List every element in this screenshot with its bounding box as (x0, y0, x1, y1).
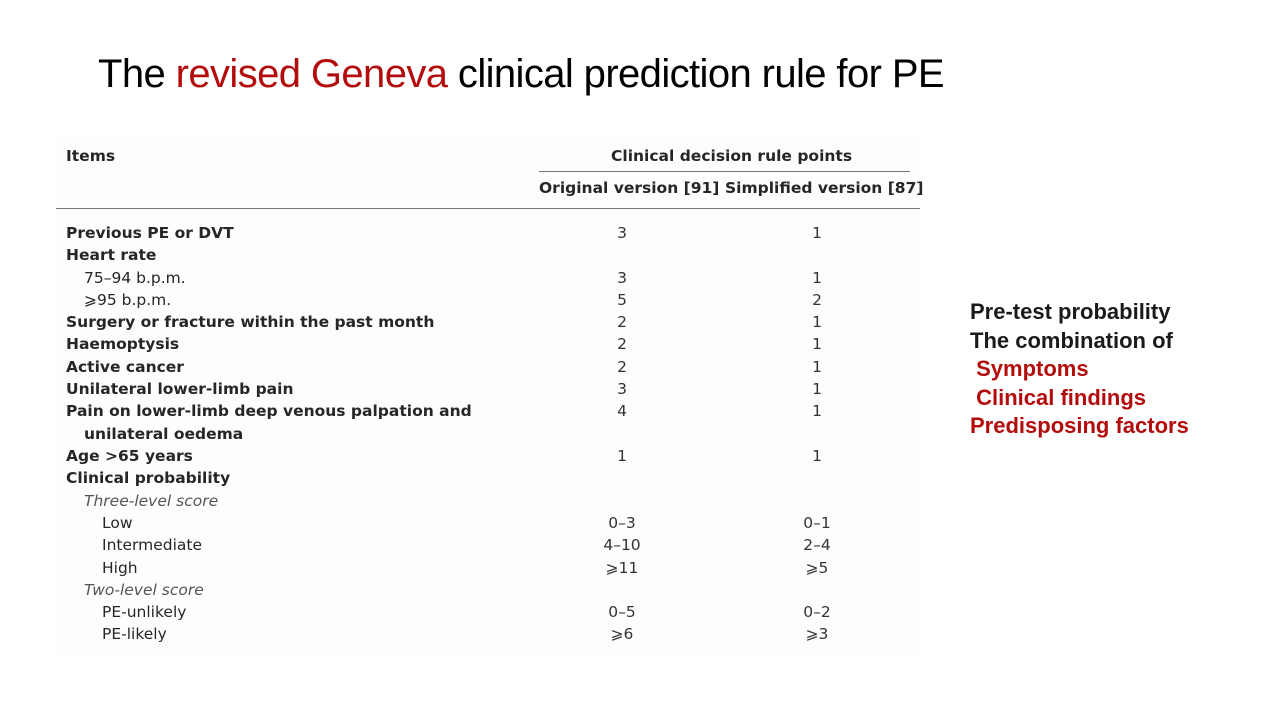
row-simplified-high: ⩾5 (805, 559, 829, 577)
row-label-heart-rate: Heart rate (66, 246, 157, 264)
row-label-clinical-probability: Clinical probability (66, 469, 231, 487)
row-simplified-hr-95: 2 (812, 291, 822, 309)
side-line-combination: The combination of (970, 327, 1173, 353)
side-line-predisposing: Predisposing factors (970, 413, 1189, 438)
row-simplified-low: 0–1 (803, 514, 831, 532)
row-simplified-age: 1 (812, 447, 822, 465)
row-original-limb-pain: 3 (617, 380, 627, 398)
row-simplified-limb-pain: 1 (812, 380, 822, 398)
side-line-pretest: Pre-test probability (970, 299, 1171, 324)
row-label-previous-pe: Previous PE or DVT (66, 224, 234, 242)
row-label-intermediate: Intermediate (102, 536, 203, 554)
slide-title: The revised Geneva clinical prediction r… (98, 48, 945, 100)
row-simplified-active-cancer: 1 (812, 358, 822, 376)
row-original-high: ⩾11 (605, 559, 639, 577)
header-original-version: Original version [91] (539, 179, 720, 197)
row-label-surgery: Surgery or fracture within the past mont… (66, 313, 435, 331)
row-original-surgery: 2 (617, 313, 627, 331)
title-prefix: The (98, 52, 176, 96)
row-original-intermediate: 4–10 (603, 536, 641, 554)
row-original-hr-95: 5 (617, 291, 627, 309)
row-label-two-level: Two-level score (84, 581, 204, 599)
row-label-haemoptysis: Haemoptysis (66, 335, 180, 353)
row-simplified-previous-pe: 1 (812, 224, 822, 242)
row-original-hr-75-94: 3 (617, 269, 627, 287)
row-label-low: Low (102, 514, 133, 532)
title-suffix: clinical prediction rule for PE (447, 52, 945, 96)
row-label-hr-95: ⩾95 b.p.m. (84, 291, 172, 309)
row-simplified-haemoptysis: 1 (812, 335, 822, 353)
row-label-hr-75-94: 75–94 b.p.m. (84, 269, 186, 287)
row-original-pe-likely: ⩾6 (610, 625, 634, 643)
row-original-previous-pe: 3 (617, 224, 627, 242)
row-simplified-intermediate: 2–4 (803, 536, 831, 554)
row-label-palpation: Pain on lower-limb deep venous palpation… (66, 402, 472, 420)
row-original-palpation: 4 (617, 402, 627, 420)
row-simplified-pe-likely: ⩾3 (805, 625, 829, 643)
row-label-pe-likely: PE-likely (102, 625, 167, 643)
header-items: Items (66, 147, 116, 165)
row-label-active-cancer: Active cancer (66, 358, 184, 376)
row-label-limb-pain: Unilateral lower-limb pain (66, 380, 294, 398)
row-original-low: 0–3 (608, 514, 636, 532)
header-simplified-version: Simplified version [87] (725, 179, 924, 197)
header-rule-points: Clinical decision rule points (611, 147, 853, 165)
side-line-clinical-findings: Clinical findings (970, 384, 1147, 410)
header-group-rule (539, 171, 910, 172)
row-original-active-cancer: 2 (617, 358, 627, 376)
row-label-high: High (102, 559, 138, 577)
title-accent: revised Geneva (175, 52, 448, 96)
pretest-probability-note: Pre-test probability The combination of … (970, 298, 1189, 441)
row-simplified-palpation: 1 (812, 402, 822, 420)
row-original-haemoptysis: 2 (617, 335, 627, 353)
row-simplified-hr-75-94: 1 (812, 269, 822, 287)
row-label-palpation-cont: unilateral oedema (84, 425, 244, 443)
row-label-three-level: Three-level score (84, 492, 219, 510)
row-label-pe-unlikely: PE-unlikely (102, 603, 187, 621)
row-label-age: Age >65 years (66, 447, 193, 465)
row-original-age: 1 (617, 447, 627, 465)
geneva-score-table: Items Clinical decision rule points Orig… (56, 134, 924, 654)
row-simplified-pe-unlikely: 0–2 (803, 603, 831, 621)
side-line-symptoms: Symptoms (970, 356, 1089, 381)
row-original-pe-unlikely: 0–5 (608, 603, 636, 621)
row-simplified-surgery: 1 (812, 313, 822, 331)
header-bottom-rule (56, 208, 920, 209)
